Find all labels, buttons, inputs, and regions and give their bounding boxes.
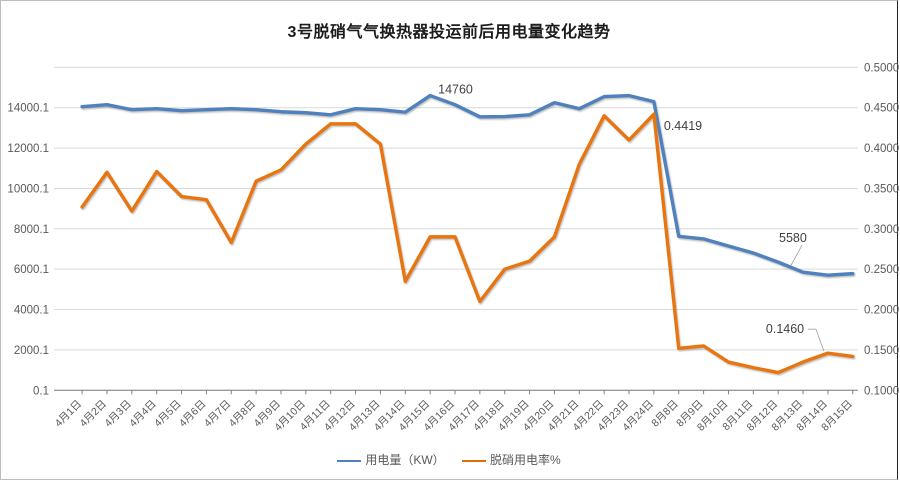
svg-text:4月6日: 4月6日: [177, 398, 209, 430]
svg-text:0.4000: 0.4000: [864, 143, 899, 155]
svg-text:6000.1: 6000.1: [14, 264, 49, 276]
svg-text:0.3000: 0.3000: [864, 224, 899, 236]
svg-text:4月2日: 4月2日: [77, 398, 109, 430]
svg-text:4月8日: 4月8日: [227, 398, 259, 430]
svg-text:0.3500: 0.3500: [864, 183, 899, 195]
svg-text:5580: 5580: [779, 231, 807, 245]
svg-text:0.4500: 0.4500: [864, 103, 899, 115]
svg-text:4月3日: 4月3日: [102, 398, 134, 430]
svg-text:0.1500: 0.1500: [864, 345, 899, 357]
svg-text:0.1000: 0.1000: [864, 385, 899, 397]
svg-text:0.4419: 0.4419: [664, 119, 702, 133]
svg-text:4月5日: 4月5日: [152, 398, 184, 430]
svg-text:0.1460: 0.1460: [766, 322, 804, 336]
svg-text:4月7日: 4月7日: [202, 398, 234, 430]
svg-text:14000.1: 14000.1: [7, 103, 49, 115]
svg-text:12000.1: 12000.1: [7, 143, 49, 155]
svg-text:0.1: 0.1: [33, 385, 49, 397]
svg-text:2000.1: 2000.1: [14, 345, 49, 357]
svg-text:14760: 14760: [438, 83, 473, 97]
svg-text:10000.1: 10000.1: [7, 183, 49, 195]
svg-text:0.5000: 0.5000: [864, 62, 899, 74]
svg-text:8月8日: 8月8日: [649, 398, 681, 430]
svg-text:0.2000: 0.2000: [864, 305, 899, 317]
svg-text:4月1日: 4月1日: [53, 398, 85, 430]
svg-text:4000.1: 4000.1: [14, 305, 49, 317]
svg-text:4月4日: 4月4日: [127, 398, 159, 430]
svg-text:8000.1: 8000.1: [14, 224, 49, 236]
svg-text:0.2500: 0.2500: [864, 264, 899, 276]
